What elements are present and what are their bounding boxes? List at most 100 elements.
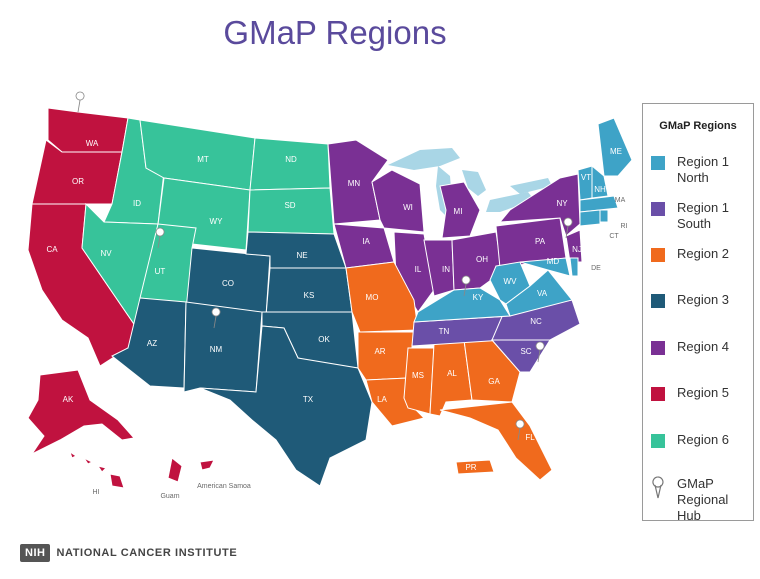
label-la: LA xyxy=(377,395,387,404)
nih-logo: NIH xyxy=(20,544,51,562)
state-mi xyxy=(439,181,481,239)
label-vt: VT xyxy=(581,173,591,182)
region-5 xyxy=(27,107,215,489)
label-ca: CA xyxy=(46,245,58,254)
label-mi: MI xyxy=(454,207,463,216)
label-id: ID xyxy=(133,199,141,208)
legend-item: Region 5 xyxy=(651,385,747,401)
label-ne: NE xyxy=(296,251,307,260)
legend-title: GMaP Regions xyxy=(659,120,737,132)
territory-guam xyxy=(167,457,183,483)
legend-item: Region 3 xyxy=(651,292,747,308)
state-vt xyxy=(577,165,593,201)
legend-swatch xyxy=(651,156,665,170)
label-al: AL xyxy=(447,369,457,378)
legend-label: Region 6 xyxy=(677,432,730,447)
legend-item-hub: GMaP Regional Hub xyxy=(651,476,747,524)
label-ky: KY xyxy=(473,293,484,302)
label-ny: NY xyxy=(556,199,568,208)
state-va xyxy=(505,269,573,317)
label-tn: TN xyxy=(439,327,450,336)
legend-label: GMaP Regional Hub xyxy=(677,476,729,523)
label-in: IN xyxy=(442,265,450,274)
region-2 xyxy=(345,261,553,481)
label-nc: NC xyxy=(530,317,542,326)
label-sc: SC xyxy=(520,347,531,356)
map-pin-icon xyxy=(75,91,85,113)
state-tx xyxy=(199,325,373,487)
legend-label: Region 1 North xyxy=(677,154,730,185)
state-nm xyxy=(183,301,263,393)
legend-swatch xyxy=(651,248,665,262)
legend-item: Region 1 South xyxy=(651,200,747,232)
page-title: GMaP Regions xyxy=(223,14,447,51)
label-hi: HI xyxy=(93,489,100,496)
state-sd xyxy=(247,187,335,235)
label-va: VA xyxy=(537,289,548,298)
state-md xyxy=(519,257,571,277)
organization-name: NATIONAL CANCER INSTITUTE xyxy=(56,547,238,559)
label-wa: WA xyxy=(86,139,99,148)
state-ak xyxy=(27,369,135,456)
label-nm: NM xyxy=(210,345,223,354)
label-ia: IA xyxy=(362,237,370,246)
map-pin-icon xyxy=(155,227,165,249)
label-wi: WI xyxy=(403,203,413,212)
state-nd xyxy=(249,137,331,191)
label-wv: WV xyxy=(504,277,518,286)
label-ri: RI xyxy=(621,223,628,230)
label-mo: MO xyxy=(366,293,379,302)
label-fl: FL xyxy=(525,433,535,442)
region-4 xyxy=(327,139,583,313)
state-me xyxy=(597,117,633,177)
legend-item: Region 4 xyxy=(651,339,747,355)
state-ri xyxy=(599,209,609,223)
legend-label: Region 5 xyxy=(677,385,730,400)
map-pin-icon xyxy=(563,217,573,239)
state-ny xyxy=(498,173,581,237)
legend-label: Region 2 xyxy=(677,246,730,261)
state-wi xyxy=(371,169,425,233)
state-ma xyxy=(579,195,619,213)
label-ct: CT xyxy=(609,233,619,240)
label-mt: MT xyxy=(197,155,209,164)
legend: GMaP Regions Region 1 North Region 1 Sout… xyxy=(642,103,754,524)
label-ar: AR xyxy=(374,347,385,356)
label-il: IL xyxy=(415,265,422,274)
legend-swatch xyxy=(651,294,665,308)
label-nh: NH xyxy=(594,185,606,194)
label-ok: OK xyxy=(318,335,330,344)
label-ks: KS xyxy=(304,291,315,300)
state-sc xyxy=(490,339,551,373)
region-1-north xyxy=(413,117,633,323)
state-ct xyxy=(579,209,601,227)
region-3 xyxy=(111,231,373,487)
label-md: MD xyxy=(547,257,560,266)
label-mn: MN xyxy=(348,179,361,188)
label-oh: OH xyxy=(476,255,488,264)
state-hi xyxy=(69,450,125,489)
label-ut: UT xyxy=(155,267,166,276)
region-1-south xyxy=(411,299,581,373)
legend-swatch xyxy=(651,202,665,216)
label-wy: WY xyxy=(210,217,224,226)
label-me: ME xyxy=(610,147,622,156)
label-de: DE xyxy=(591,265,601,272)
label-nd: ND xyxy=(285,155,297,164)
territory-samoa xyxy=(199,459,215,471)
label-co: CO xyxy=(222,279,234,288)
label-nj: NJ xyxy=(572,245,582,254)
label-nv: NV xyxy=(100,249,112,258)
legend-item: Region 1 North xyxy=(651,154,747,186)
map-pin-icon xyxy=(515,419,525,441)
label-sd: SD xyxy=(284,201,295,210)
label-tx: TX xyxy=(303,395,314,404)
regional-hubs xyxy=(75,91,573,441)
map-pin-icon xyxy=(535,341,545,363)
label-pr: PR xyxy=(465,463,476,472)
state-nj xyxy=(565,229,583,263)
label-ma: MA xyxy=(615,197,626,204)
legend-item: Region 6 xyxy=(651,432,747,448)
map-pin-icon xyxy=(652,476,664,499)
state-nh xyxy=(591,164,609,199)
